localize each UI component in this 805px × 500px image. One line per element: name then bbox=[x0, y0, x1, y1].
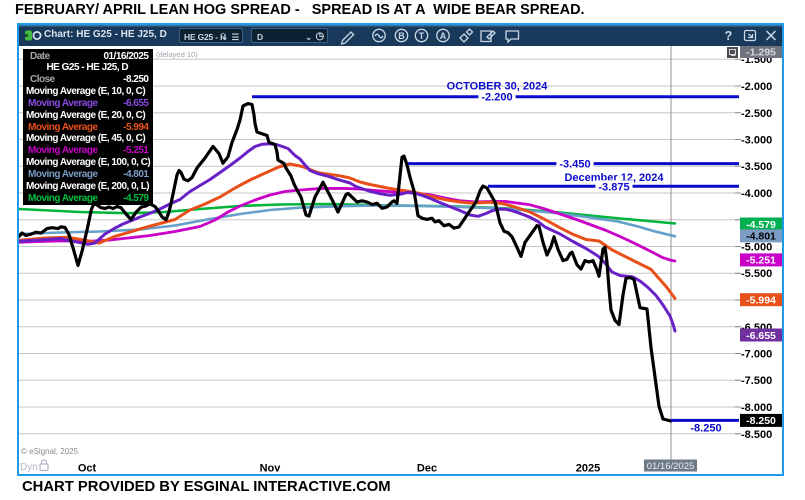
svg-text:-7.000: -7.000 bbox=[741, 349, 772, 361]
svg-text:-5.500: -5.500 bbox=[741, 268, 772, 280]
svg-text:-3.000: -3.000 bbox=[741, 135, 772, 147]
svg-text:-5.994: -5.994 bbox=[746, 295, 776, 307]
svg-text:-8.250: -8.250 bbox=[690, 423, 721, 435]
svg-text:T: T bbox=[419, 31, 425, 41]
svg-text:-2.200: -2.200 bbox=[481, 92, 512, 104]
svg-text:A: A bbox=[440, 31, 447, 41]
svg-text:B: B bbox=[398, 31, 405, 41]
svg-text:-5.251: -5.251 bbox=[746, 255, 776, 267]
svg-text:01/16/2025: 01/16/2025 bbox=[647, 461, 695, 472]
svg-text:-7.500: -7.500 bbox=[741, 375, 772, 387]
svg-text:-3.450: -3.450 bbox=[559, 159, 590, 171]
svg-text:Dyn: Dyn bbox=[20, 462, 38, 473]
svg-text:2025: 2025 bbox=[576, 463, 600, 475]
svg-text:-8.000: -8.000 bbox=[741, 402, 772, 414]
svg-text:-4.801: -4.801 bbox=[746, 231, 776, 243]
svg-text:(delayed 10): (delayed 10) bbox=[156, 50, 198, 59]
svg-text:-1.500: -1.500 bbox=[741, 54, 772, 66]
svg-text:-4.000: -4.000 bbox=[741, 188, 772, 200]
svg-text:-2.000: -2.000 bbox=[741, 81, 772, 93]
svg-text:-1.295: -1.295 bbox=[746, 47, 776, 59]
svg-text:December 12, 2024: December 12, 2024 bbox=[564, 172, 664, 184]
svg-text:?: ? bbox=[725, 29, 733, 43]
svg-text:OCTOBER 30, 2024: OCTOBER 30, 2024 bbox=[447, 81, 549, 93]
svg-text:-3.500: -3.500 bbox=[741, 161, 772, 173]
svg-text:-6.655: -6.655 bbox=[746, 330, 776, 342]
svg-text:© eSignal, 2025: © eSignal, 2025 bbox=[21, 447, 79, 456]
svg-text:Oct: Oct bbox=[78, 463, 97, 475]
svg-text:Nov: Nov bbox=[260, 463, 282, 475]
svg-text:-5.000: -5.000 bbox=[741, 242, 772, 254]
svg-text:-4.579: -4.579 bbox=[746, 219, 776, 231]
svg-text:-8.500: -8.500 bbox=[741, 429, 772, 441]
svg-text:Dec: Dec bbox=[417, 463, 437, 475]
svg-text:-2.500: -2.500 bbox=[741, 108, 772, 120]
svg-text:-3.875: -3.875 bbox=[598, 181, 629, 193]
svg-text:-8.250: -8.250 bbox=[746, 415, 776, 427]
